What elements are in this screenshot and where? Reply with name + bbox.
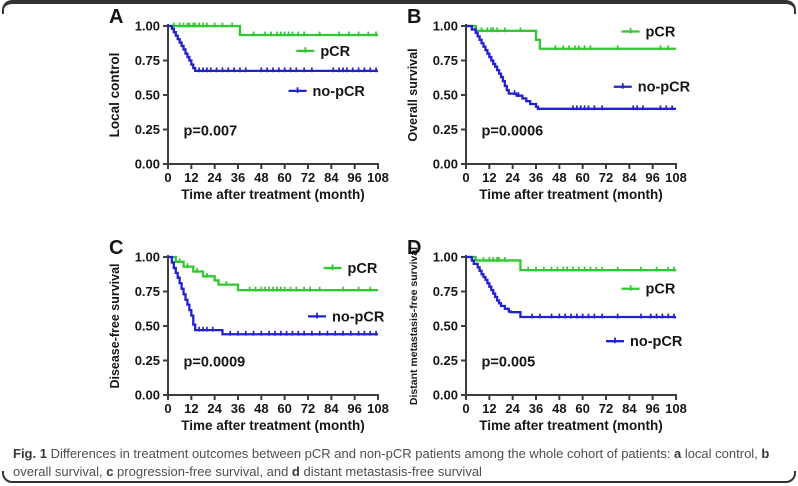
svg-text:96: 96 — [645, 170, 659, 185]
svg-text:p=0.0006: p=0.0006 — [482, 124, 544, 140]
svg-text:p=0.005: p=0.005 — [482, 355, 536, 371]
figure-caption-text: Fig. 1 Differences in treatment outcomes… — [13, 446, 770, 479]
svg-text:no-pCR: no-pCR — [332, 309, 385, 325]
svg-text:72: 72 — [301, 170, 315, 185]
svg-text:96: 96 — [347, 170, 361, 185]
svg-text:72: 72 — [301, 401, 315, 416]
km-chart-a: 1.00 0.75 0.50 0.25 0.00 0 12 24 36 48 60 72 84 96 108… — [107, 6, 389, 202]
figure-border-top — [2, 0, 796, 14]
km-chart-c: 1.00 0.75 0.50 0.25 0.00 0 12 24 36 48 60 72 84 96 108… — [108, 237, 389, 433]
svg-text:1.00: 1.00 — [135, 250, 160, 265]
svg-text:48: 48 — [254, 401, 268, 416]
svg-text:0.00: 0.00 — [135, 157, 160, 172]
svg-text:60: 60 — [575, 401, 589, 416]
svg-text:0.25: 0.25 — [433, 122, 458, 137]
svg-text:Local control: Local control — [107, 53, 122, 138]
svg-text:0.00: 0.00 — [433, 388, 458, 403]
svg-text:Time after treatment (month): Time after treatment (month) — [479, 187, 663, 202]
svg-text:0.75: 0.75 — [135, 284, 160, 299]
figure-panels: 1.00 0.75 0.50 0.25 0.00 0 12 24 36 48 60 72 84 96 108… — [106, 4, 702, 450]
svg-text:60: 60 — [277, 170, 291, 185]
svg-text:36: 36 — [231, 401, 245, 416]
svg-text:108: 108 — [367, 401, 389, 416]
svg-text:no-pCR: no-pCR — [638, 80, 691, 96]
svg-text:0.75: 0.75 — [433, 53, 458, 68]
svg-text:24: 24 — [207, 170, 222, 185]
svg-text:24: 24 — [207, 401, 222, 416]
svg-text:72: 72 — [599, 170, 613, 185]
svg-text:0: 0 — [164, 401, 171, 416]
figure-border-bottom — [2, 471, 796, 483]
svg-text:Distant metastasis-free surviv: Distant metastasis-free survival — [408, 247, 420, 405]
svg-text:Overall survival: Overall survival — [406, 48, 420, 141]
svg-text:1.00: 1.00 — [433, 19, 458, 34]
svg-text:0.50: 0.50 — [135, 88, 160, 103]
svg-text:36: 36 — [529, 401, 543, 416]
svg-text:48: 48 — [552, 401, 566, 416]
svg-text:1.00: 1.00 — [433, 250, 458, 265]
svg-text:36: 36 — [529, 170, 543, 185]
svg-text:12: 12 — [482, 401, 496, 416]
svg-text:Disease-free survival: Disease-free survival — [108, 263, 122, 388]
svg-text:24: 24 — [505, 401, 520, 416]
km-chart-b: 1.00 0.75 0.50 0.25 0.00 0 12 24 36 48 60 72 84 96 108… — [406, 6, 691, 202]
svg-text:60: 60 — [575, 170, 589, 185]
svg-text:1.00: 1.00 — [135, 19, 160, 34]
svg-text:C: C — [109, 237, 123, 259]
svg-text:pCR: pCR — [646, 25, 676, 41]
svg-text:60: 60 — [277, 401, 291, 416]
svg-text:D: D — [407, 237, 421, 259]
svg-text:A: A — [109, 6, 123, 28]
svg-text:Time after treatment (month): Time after treatment (month) — [479, 418, 663, 433]
svg-text:no-pCR: no-pCR — [630, 334, 683, 350]
svg-text:108: 108 — [665, 401, 687, 416]
svg-text:no-pCR: no-pCR — [313, 84, 366, 100]
svg-text:0.75: 0.75 — [135, 53, 160, 68]
svg-text:0.50: 0.50 — [433, 319, 458, 334]
svg-text:B: B — [407, 6, 421, 28]
svg-text:0: 0 — [462, 401, 469, 416]
svg-text:p=0.0009: p=0.0009 — [184, 355, 246, 371]
svg-text:72: 72 — [599, 401, 613, 416]
svg-text:108: 108 — [665, 170, 687, 185]
svg-text:84: 84 — [324, 170, 339, 185]
svg-text:0.50: 0.50 — [433, 88, 458, 103]
svg-text:0.25: 0.25 — [433, 353, 458, 368]
svg-text:84: 84 — [324, 401, 339, 416]
svg-text:0: 0 — [462, 170, 469, 185]
svg-text:Time after treatment (month): Time after treatment (month) — [181, 418, 365, 433]
svg-text:0.00: 0.00 — [135, 388, 160, 403]
svg-text:pCR: pCR — [646, 282, 676, 298]
svg-text:pCR: pCR — [320, 44, 350, 60]
svg-text:24: 24 — [505, 170, 520, 185]
svg-text:12: 12 — [482, 170, 496, 185]
svg-text:36: 36 — [231, 170, 245, 185]
svg-text:84: 84 — [622, 401, 637, 416]
svg-text:12: 12 — [184, 401, 198, 416]
svg-text:48: 48 — [552, 170, 566, 185]
svg-text:0.00: 0.00 — [433, 157, 458, 172]
svg-text:84: 84 — [622, 170, 637, 185]
figure-caption: Fig. 1 Differences in treatment outcomes… — [13, 445, 785, 480]
svg-text:108: 108 — [367, 170, 389, 185]
svg-text:96: 96 — [347, 401, 361, 416]
svg-text:pCR: pCR — [348, 261, 378, 277]
km-chart-d: 1.00 0.75 0.50 0.25 0.00 0 12 24 36 48 60 72 84 96 108… — [407, 237, 687, 433]
svg-text:0.50: 0.50 — [135, 319, 160, 334]
svg-text:0.25: 0.25 — [135, 122, 160, 137]
svg-text:48: 48 — [254, 170, 268, 185]
svg-text:0.75: 0.75 — [433, 284, 458, 299]
svg-text:0.25: 0.25 — [135, 353, 160, 368]
svg-text:0: 0 — [164, 170, 171, 185]
svg-text:96: 96 — [645, 401, 659, 416]
svg-text:p=0.007: p=0.007 — [184, 124, 238, 140]
svg-text:12: 12 — [184, 170, 198, 185]
svg-text:Time after treatment (month): Time after treatment (month) — [181, 187, 365, 202]
